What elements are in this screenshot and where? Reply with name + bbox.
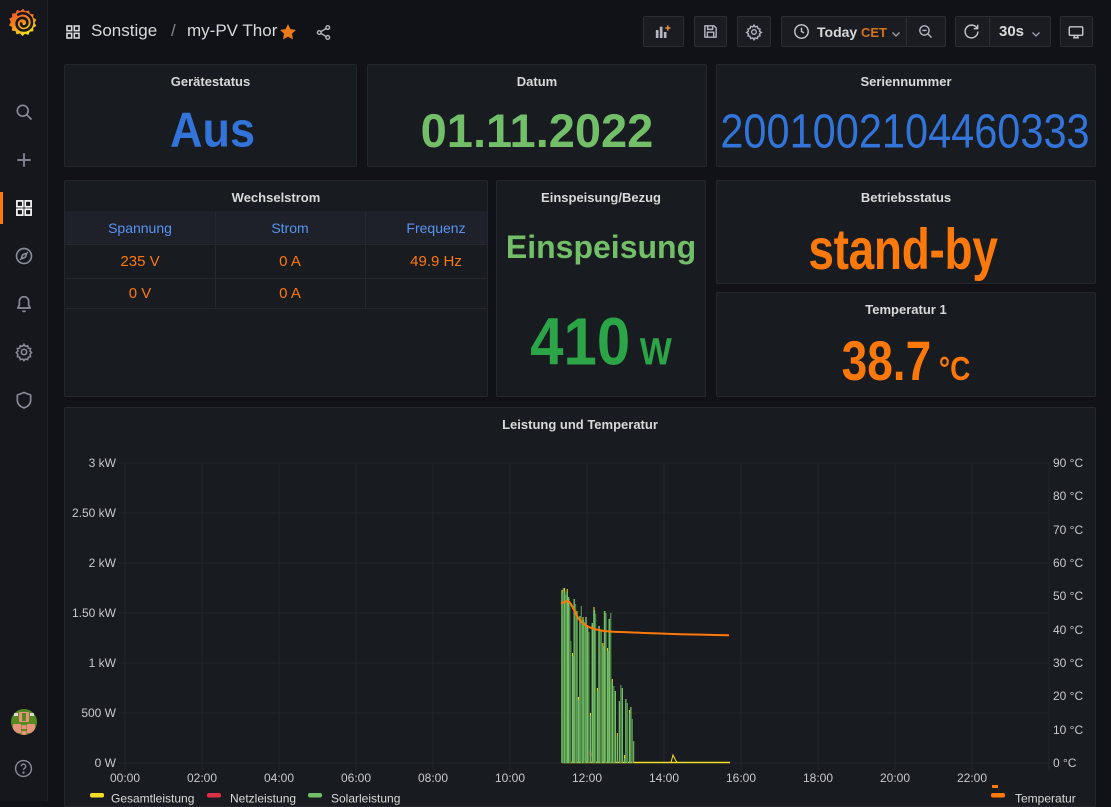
svg-text:0 °C: 0 °C [1053, 756, 1077, 770]
svg-text:60 °C: 60 °C [1053, 556, 1083, 570]
svg-text:20 °C: 20 °C [1053, 689, 1083, 703]
svg-text:Gesamtleistung: Gesamtleistung [111, 792, 194, 806]
svg-text:50 °C: 50 °C [1053, 589, 1083, 603]
svg-text:00:00: 00:00 [110, 771, 140, 785]
svg-text:Solarleistung: Solarleistung [331, 792, 400, 806]
svg-text:500 W: 500 W [81, 706, 116, 720]
svg-text:2.50 kW: 2.50 kW [72, 506, 117, 520]
svg-text:90 °C: 90 °C [1053, 456, 1083, 470]
svg-text:10:00: 10:00 [495, 771, 525, 785]
svg-text:80 °C: 80 °C [1053, 489, 1083, 503]
svg-text:70 °C: 70 °C [1053, 523, 1083, 537]
svg-text:22:00: 22:00 [957, 771, 987, 785]
svg-text:18:00: 18:00 [803, 771, 833, 785]
svg-text:02:00: 02:00 [187, 771, 217, 785]
svg-text:1.50 kW: 1.50 kW [72, 606, 117, 620]
svg-text:08:00: 08:00 [418, 771, 448, 785]
svg-text:40 °C: 40 °C [1053, 623, 1083, 637]
svg-text:0 W: 0 W [95, 756, 117, 770]
svg-text:14:00: 14:00 [649, 771, 679, 785]
svg-text:06:00: 06:00 [341, 771, 371, 785]
svg-text:04:00: 04:00 [264, 771, 294, 785]
svg-text:Netzleistung: Netzleistung [230, 792, 296, 806]
svg-text:3 kW: 3 kW [89, 456, 117, 470]
svg-text:2 kW: 2 kW [89, 556, 117, 570]
svg-text:20:00: 20:00 [880, 771, 910, 785]
svg-text:1 kW: 1 kW [89, 656, 117, 670]
svg-text:30 °C: 30 °C [1053, 656, 1083, 670]
svg-text:10 °C: 10 °C [1053, 723, 1083, 737]
svg-text:Temperatur: Temperatur [1015, 792, 1076, 806]
svg-text:16:00: 16:00 [726, 771, 756, 785]
svg-text:12:00: 12:00 [572, 771, 602, 785]
